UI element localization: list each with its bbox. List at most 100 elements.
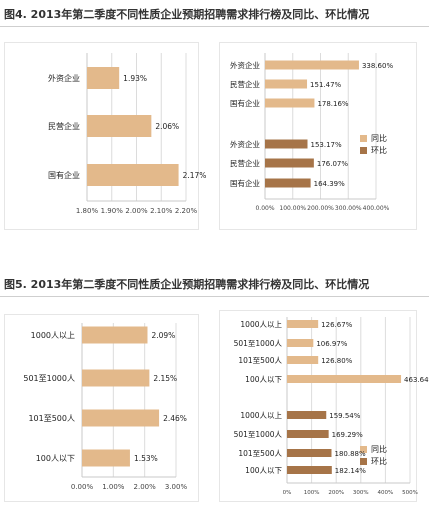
- category-label: 501至1000人: [234, 430, 283, 439]
- chart-enterprise-growth: 0.00% 100.00% 200.00% 300.00% 400.00% 外资企业 338…: [230, 53, 393, 212]
- bar: [265, 60, 359, 70]
- bar: [265, 139, 308, 149]
- data-label: 126.67%: [321, 321, 352, 329]
- data-label: 176.07%: [317, 160, 348, 168]
- category-label: 101至500人: [238, 356, 282, 365]
- figure4-divider: [0, 26, 429, 27]
- category-label: 501至1000人: [234, 339, 283, 348]
- category-label: 国有企业: [230, 98, 260, 108]
- data-label: 2.06%: [155, 122, 179, 131]
- x-tick-label: 0.00%: [71, 483, 94, 491]
- category-label: 100人以下: [245, 466, 282, 475]
- category-label: 501至1000人: [23, 374, 75, 383]
- x-tick-label: 200.00%: [307, 205, 334, 212]
- category-label: 外资企业: [48, 73, 80, 83]
- legend-swatch: [360, 458, 367, 465]
- category-label: 国有企业: [48, 170, 80, 180]
- bar: [287, 466, 332, 474]
- bar: [287, 339, 314, 347]
- legend-swatch: [360, 147, 367, 154]
- bar: [82, 326, 148, 344]
- x-tick-label: 2.10%: [150, 207, 173, 215]
- x-tick-label: 400.00%: [363, 205, 390, 212]
- data-label: 2.17%: [183, 171, 207, 180]
- x-tick-label: 100.00%: [279, 205, 306, 212]
- legend-label: 环比: [371, 456, 387, 466]
- data-label: 169.29%: [332, 431, 363, 439]
- figure4-title: 图4. 2013年第二季度不同性质企业预期招聘需求排行榜及同比、环比情况: [4, 8, 370, 21]
- bar: [287, 356, 319, 364]
- bar: [87, 115, 152, 137]
- data-label: 153.17%: [311, 141, 342, 149]
- data-label: 151.47%: [310, 81, 341, 89]
- legend-label: 同比: [371, 444, 387, 454]
- x-tick-label: 3.00%: [165, 483, 188, 491]
- category-label: 民营企业: [48, 121, 80, 131]
- x-tick-label: 2.00%: [125, 207, 148, 215]
- x-tick-label: 500%: [402, 490, 418, 496]
- data-label: 106.97%: [316, 340, 347, 348]
- bar: [287, 430, 329, 438]
- bar: [287, 375, 402, 383]
- x-tick-label: 100%: [304, 490, 320, 496]
- data-label: 159.54%: [329, 412, 360, 420]
- bar: [287, 320, 319, 328]
- bar: [265, 158, 314, 168]
- x-tick-label: 1.00%: [102, 483, 125, 491]
- data-label: 2.15%: [153, 374, 177, 383]
- bar: [82, 409, 160, 427]
- bar: [82, 369, 150, 387]
- chart-panel-size-share: 0.00% 1.00% 2.00% 3.00% 1000人以上 2.09% 501至1000…: [4, 314, 199, 502]
- data-label: 2.46%: [163, 414, 187, 423]
- chart-size-growth: 0% 100% 200% 300% 400% 500% 1000人以上 126.67% 501至…: [234, 317, 429, 496]
- category-label: 100人以下: [245, 375, 282, 384]
- data-label: 1.93%: [123, 74, 147, 83]
- data-label: 182.14%: [335, 467, 366, 475]
- data-label: 1.53%: [134, 454, 158, 463]
- x-tick-label: 300.00%: [335, 205, 362, 212]
- legend-swatch: [360, 446, 367, 453]
- data-label: 463.64%: [404, 376, 429, 384]
- category-label: 外资企业: [230, 60, 260, 70]
- x-tick-label: 200%: [328, 490, 344, 496]
- category-label: 101至500人: [238, 449, 282, 458]
- legend-label: 环比: [371, 145, 387, 155]
- x-tick-label: 1.90%: [101, 207, 124, 215]
- category-label: 国有企业: [230, 178, 260, 188]
- x-tick-label: 2.20%: [175, 207, 198, 215]
- bar: [87, 67, 120, 89]
- bar: [265, 79, 308, 89]
- category-label: 民营企业: [230, 79, 260, 89]
- chart-enterprise-share: 1.80% 1.90% 2.00% 2.10% 2.20% 外资企业 1.93% 民营企业 2.…: [48, 53, 206, 215]
- bar: [287, 411, 327, 419]
- bar: [265, 98, 315, 108]
- chart-panel-size-growth: 0% 100% 200% 300% 400% 500% 1000人以上 126.67% 501至…: [219, 310, 429, 502]
- figure5-title: 图5. 2013年第二季度不同性质企业预期招聘需求排行榜及同比、环比情况: [4, 278, 370, 291]
- legend-label: 同比: [371, 133, 387, 143]
- x-tick-label: 1.80%: [76, 207, 99, 215]
- category-label: 1000人以上: [240, 320, 282, 329]
- x-tick-label: 2.00%: [134, 483, 157, 491]
- bar: [82, 449, 130, 467]
- bar: [265, 178, 311, 188]
- data-label: 338.60%: [362, 62, 393, 70]
- data-label: 126.80%: [321, 357, 352, 365]
- x-tick-label: 400%: [378, 490, 394, 496]
- chart-panel-enterprise-share: 1.80% 1.90% 2.00% 2.10% 2.20% 外资企业 1.93% 民营企业 2.…: [4, 42, 206, 230]
- x-tick-label: 0%: [283, 490, 292, 496]
- legend-swatch: [360, 135, 367, 142]
- category-label: 外资企业: [230, 139, 260, 149]
- category-label: 100人以下: [36, 454, 75, 463]
- data-label: 2.09%: [151, 331, 175, 340]
- x-tick-label: 300%: [353, 490, 369, 496]
- category-label: 1000人以上: [31, 331, 75, 340]
- chart-size-share: 0.00% 1.00% 2.00% 3.00% 1000人以上 2.09% 501至1000…: [23, 323, 188, 491]
- chart-panel-enterprise-growth: 0.00% 100.00% 200.00% 300.00% 400.00% 外资企业 338…: [219, 42, 417, 230]
- data-label: 178.16%: [317, 100, 348, 108]
- x-tick-label: 0.00%: [255, 205, 274, 212]
- data-label: 180.88%: [334, 450, 365, 458]
- category-label: 101至500人: [28, 414, 75, 423]
- bar: [287, 449, 332, 457]
- bar: [87, 164, 179, 186]
- figure5-divider: [0, 296, 429, 297]
